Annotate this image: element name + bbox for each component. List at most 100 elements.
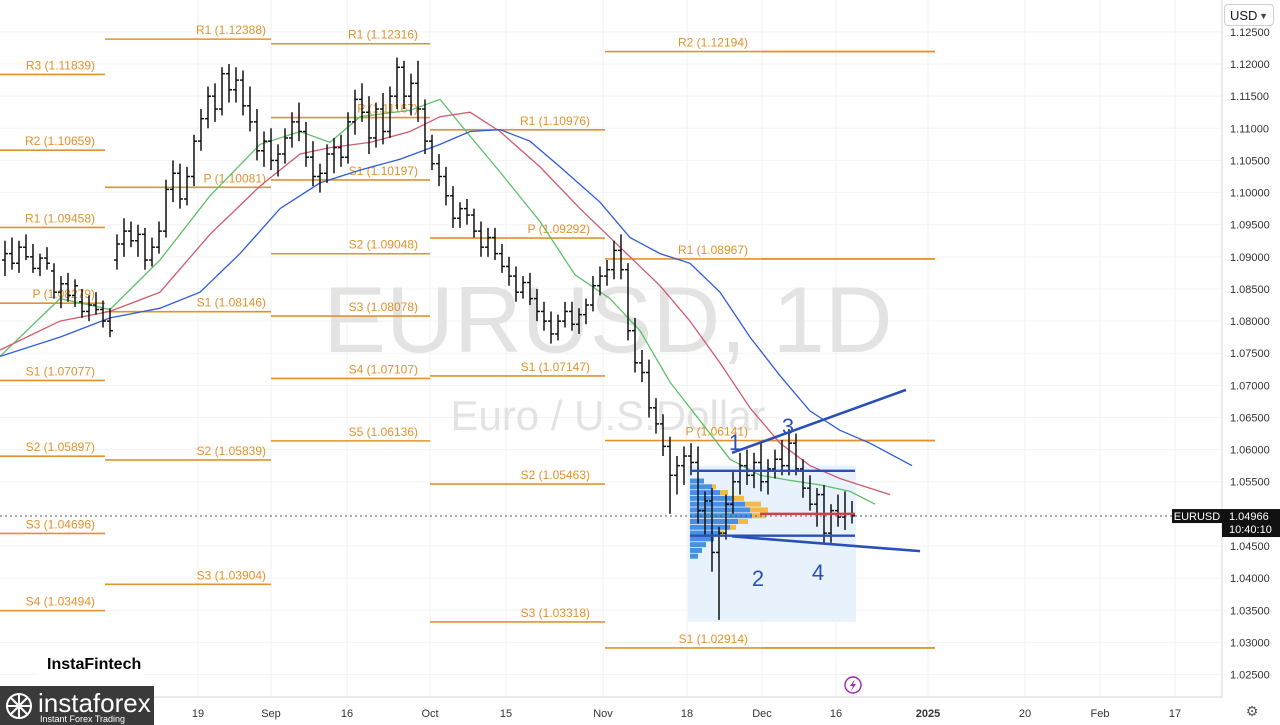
price-tag-value: 1.04966 — [1229, 511, 1269, 523]
pivot-label: R3 (1.11839) — [26, 58, 95, 72]
volume-profile-bar — [745, 501, 761, 507]
instafintech-text: InstaFintech — [47, 656, 141, 673]
channel-upper-line — [731, 388, 907, 455]
watermark-name: Euro / U.S.Dollar — [450, 392, 765, 439]
volume-profile-bar — [690, 501, 745, 507]
pivot-label: S1 (1.08146) — [197, 296, 266, 310]
pivot-label: R2 (1.10659) — [25, 134, 95, 148]
pivot-label: P (1.11167) — [357, 102, 418, 116]
pivot-label: P (1.08279) — [33, 287, 96, 301]
pivot-label: R1 (1.12388) — [196, 23, 266, 37]
wave-structure — [690, 388, 921, 553]
wave-label-3: 3 — [782, 414, 794, 439]
gear-icon[interactable]: ⚙ — [1245, 704, 1259, 720]
pivot-label: S2 (1.09048) — [349, 238, 418, 252]
currency-label: USD — [1230, 8, 1258, 23]
time-tick-label: 19 — [192, 708, 204, 720]
price-tick-label: 1.09000 — [1230, 252, 1270, 264]
time-tick-label: Feb — [1091, 708, 1110, 720]
pivot-label: S1 (1.10197) — [349, 164, 418, 178]
time-tick-label: Nov — [593, 708, 613, 720]
wave-label-1: 1 — [729, 430, 741, 455]
time-tick-label: 2025 — [916, 708, 940, 720]
volume-profile-bar — [690, 507, 750, 513]
instaforex-emblem-icon — [6, 693, 32, 719]
time-tick-label: Dec — [752, 708, 772, 720]
price-tick-label: 1.03000 — [1230, 637, 1270, 649]
time-tick-label: Sep — [261, 708, 281, 720]
instafintech-logo: InstaFintech — [36, 650, 144, 678]
volume-profile-bar — [732, 495, 744, 501]
time-tick-label: 20 — [1019, 708, 1031, 720]
pivot-label: S1 (1.07147) — [521, 360, 590, 374]
price-bars — [2, 57, 855, 620]
pivot-label: P (1.10081) — [204, 171, 267, 185]
last-price-tag: EURUSD 1.04966 10:40:10 — [1172, 509, 1280, 538]
pivot-label: S4 (1.03494) — [26, 595, 95, 609]
pivot-label: S2 (1.05897) — [26, 440, 95, 454]
price-tick-label: 1.09500 — [1230, 220, 1270, 232]
pivot-label: S5 (1.06136) — [349, 425, 418, 439]
moving-averages — [0, 98, 913, 505]
price-tick-label: 1.12000 — [1230, 59, 1270, 71]
pivot-label: S1 (1.07077) — [26, 364, 95, 378]
pivot-label: S3 (1.08078) — [349, 300, 418, 314]
pivot-label: R2 (1.12194) — [678, 36, 748, 50]
price-tick-label: 1.08000 — [1230, 316, 1270, 328]
time-axis[interactable]: 19 Sep 16 Oct 15 Nov 18 Dec 16 2025 20 Feb 17 — [0, 696, 1280, 725]
moving-average-line — [0, 98, 876, 505]
pivot-label: R1 (1.12316) — [348, 28, 418, 42]
price-tick-label: 1.10500 — [1230, 155, 1270, 167]
symbol-watermark: EURUSD, 1D Euro / U.S.Dollar — [323, 267, 892, 439]
time-tick-label: 18 — [681, 708, 693, 720]
price-tick-label: 1.02500 — [1230, 670, 1270, 682]
price-tick-label: 1.04500 — [1230, 541, 1270, 553]
volume-profile-bar — [690, 542, 706, 548]
wave-label-4: 4 — [812, 560, 824, 585]
price-axis[interactable]: 1.12500 1.12000 1.11500 1.11000 1.10500 1.100… — [1221, 0, 1280, 697]
time-tick-label: 16 — [341, 708, 353, 720]
pivot-label: P (1.06141) — [686, 425, 749, 439]
pivot-label: S3 (1.04696) — [26, 517, 95, 531]
lightning-icon[interactable] — [844, 676, 862, 694]
price-tick-label: 1.05500 — [1230, 477, 1270, 489]
volume-profile-bar — [752, 513, 766, 519]
time-tick-label: 16 — [830, 708, 842, 720]
volume-profile-bar — [730, 524, 736, 530]
chart-grid — [0, 0, 1222, 697]
pivot-label: R1 (1.09458) — [25, 211, 95, 225]
volume-profile-bar — [720, 490, 728, 496]
pivot-label: S2 (1.05839) — [197, 444, 266, 458]
volume-profile-bar — [750, 507, 768, 513]
price-tick-label: 1.06000 — [1230, 445, 1270, 457]
volume-profile-bar — [690, 495, 732, 501]
pivot-label: R1 (1.08967) — [678, 243, 748, 257]
time-tick-label: 15 — [500, 708, 512, 720]
price-tag-symbol: EURUSD — [1174, 511, 1221, 523]
moving-average-line — [0, 128, 913, 467]
pivot-label: P (1.09292) — [528, 222, 591, 236]
instaforex-logo: instaforex Instant Forex Trading — [0, 686, 154, 725]
pivot-label: S3 (1.03904) — [197, 568, 266, 582]
pivot-levels: R4 (1.13018)R3 (1.11839)R2 (1.10659)R1 (… — [0, 23, 935, 649]
time-tick-label: 17 — [1169, 708, 1181, 720]
price-tick-label: 1.10000 — [1230, 188, 1270, 200]
time-tick-label: Oct — [421, 708, 438, 720]
pivot-label: R1 (1.10976) — [520, 114, 590, 128]
wave-labels: 1 2 3 4 — [729, 414, 824, 591]
wave-label-2: 2 — [752, 566, 764, 591]
volume-profile-bar — [690, 484, 712, 490]
price-tick-label: 1.04000 — [1230, 573, 1270, 585]
pivot-label: S1 (1.02914) — [679, 632, 748, 646]
pivot-label: S4 (1.07107) — [349, 362, 418, 376]
volume-profile-bar — [690, 536, 714, 542]
price-tick-label: 1.06500 — [1230, 412, 1270, 424]
channel-lower-line — [731, 535, 921, 553]
price-tick-label: 1.11000 — [1230, 123, 1269, 135]
price-tick-label: 1.11500 — [1230, 91, 1269, 103]
volume-profile-bar — [738, 519, 748, 525]
price-tick-label: 1.07500 — [1230, 348, 1270, 360]
currency-selector[interactable]: USD ▼ — [1224, 4, 1274, 26]
price-tick-label: 1.07000 — [1230, 380, 1270, 392]
